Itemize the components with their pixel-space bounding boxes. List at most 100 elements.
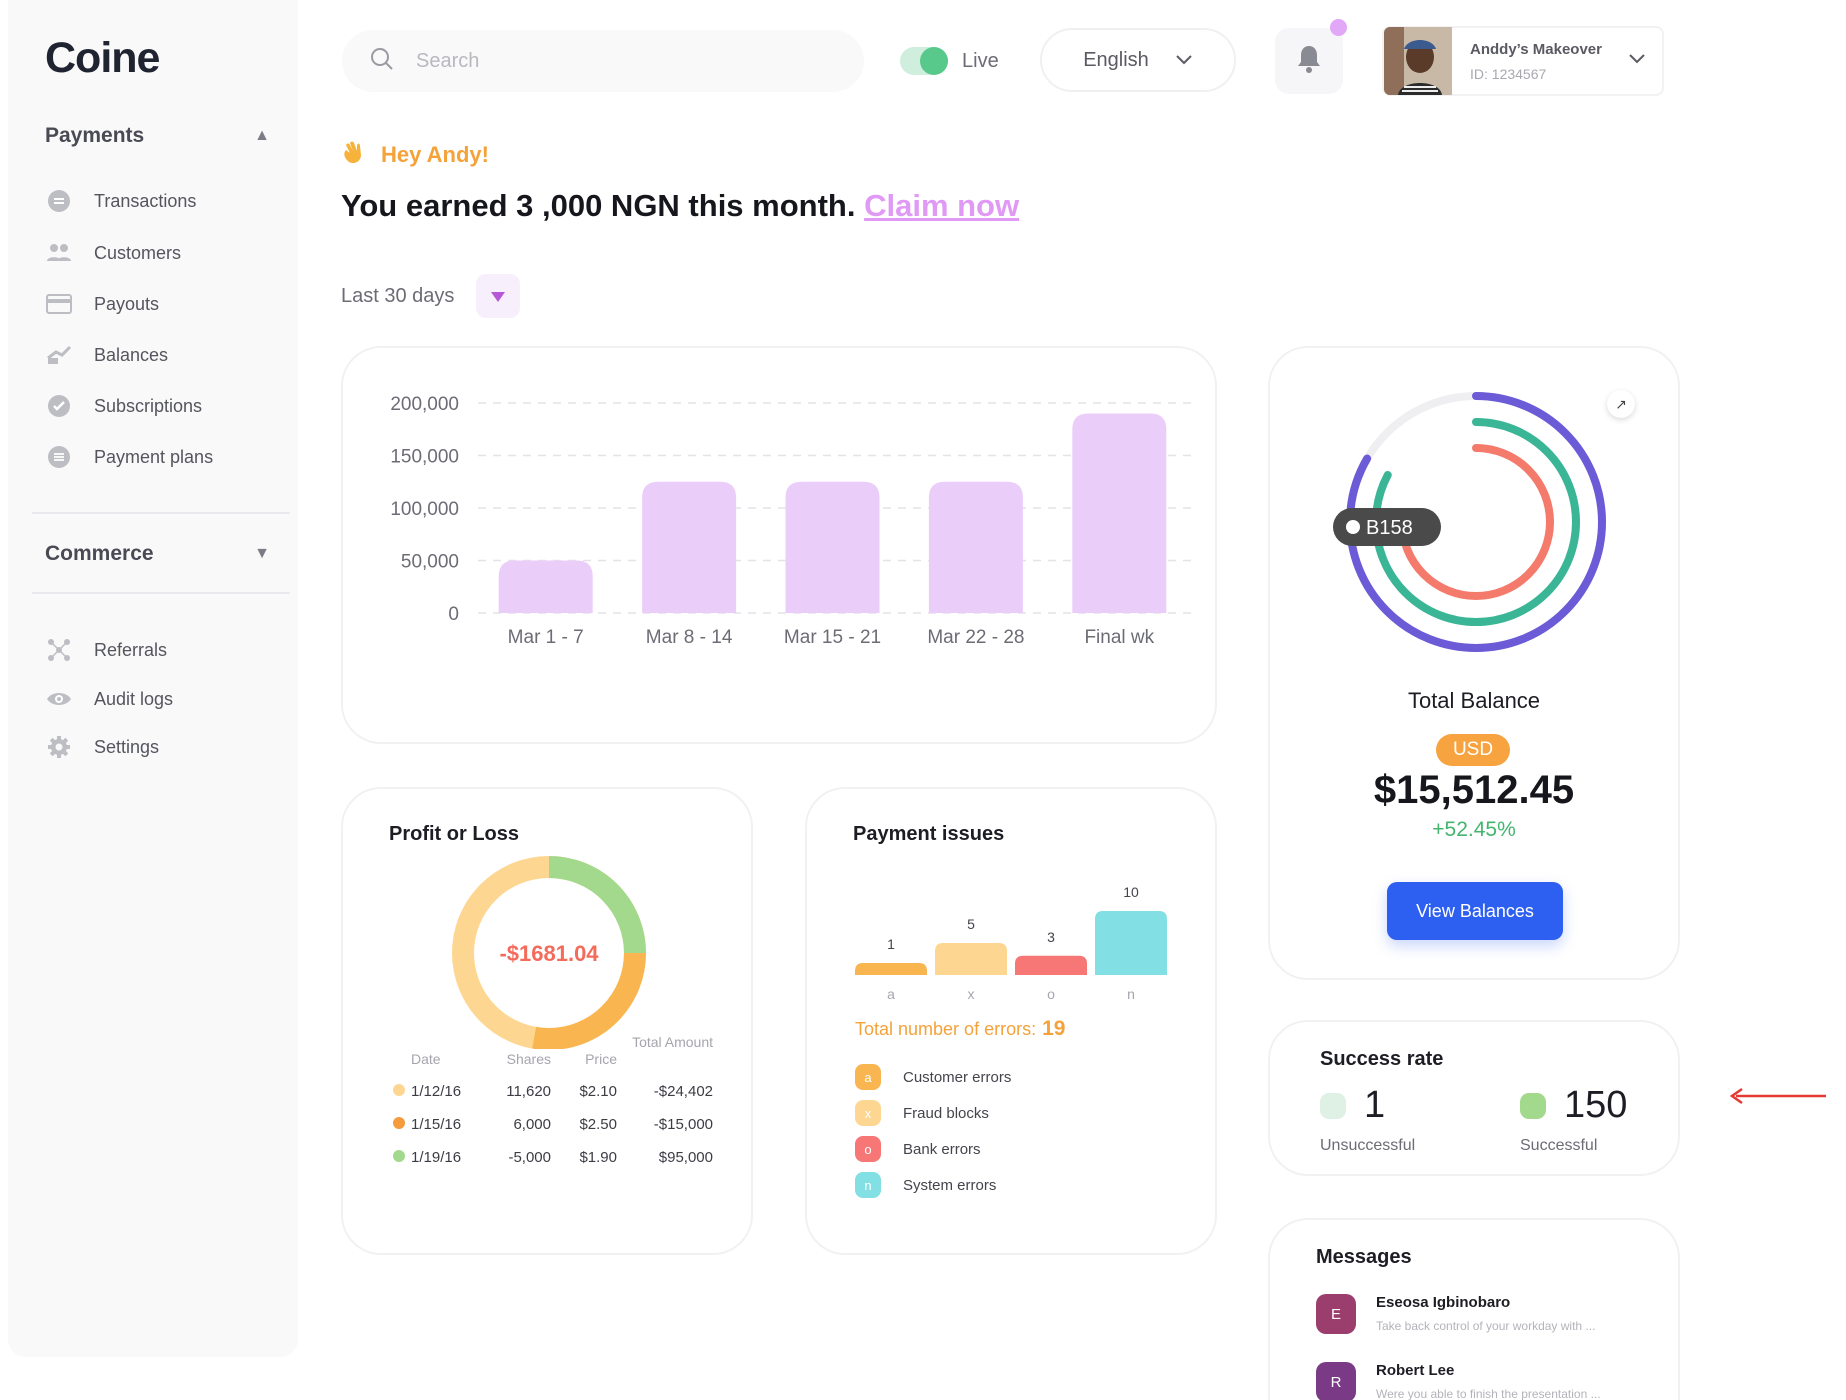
chevron-down-icon [1628, 52, 1646, 70]
profit-loss-table: Date Shares Price Total Amount 1/12/16 1… [393, 1034, 713, 1166]
sidebar-item-referrals[interactable]: Referrals [46, 637, 167, 663]
profile-name: Anddy’s Makeover [1470, 40, 1602, 58]
earnings-text: You earned 3 ,000 NGN this month. [341, 188, 856, 223]
earnings-headline: You earned 3 ,000 NGN this month. Claim … [341, 188, 1019, 224]
payment-issues-legend: a Customer errors x Fraud blocks o Bank … [855, 1064, 1012, 1209]
message-preview: Were you able to finish the presentation… [1376, 1387, 1601, 1400]
brand-logo: Coine [45, 34, 160, 82]
y-tick-label: 150,000 [390, 447, 459, 468]
payment-issues-card: Payment issues 1 a 5 x 3 o 10 n Total number of… [805, 787, 1217, 1255]
message-avatar: E [1316, 1294, 1356, 1334]
sidebar: Coine Payments ▲ Transactions Customers … [8, 0, 298, 1357]
sidebar-item-audit-logs[interactable]: Audit logs [46, 686, 173, 712]
sidebar-item-label: Payouts [94, 293, 160, 314]
cell-price: $1.90 [579, 1149, 617, 1166]
profit-loss-title: Profit or Loss [389, 823, 520, 845]
sidebar-item-payment-plans[interactable]: Payment plans [46, 444, 213, 470]
bar [935, 943, 1007, 975]
period-selector: Last 30 days [341, 274, 521, 318]
bar [1095, 911, 1167, 975]
message-item[interactable]: R Robert Lee Were you able to finish the… [1316, 1362, 1601, 1400]
live-toggle[interactable] [900, 47, 948, 75]
payments-section-header[interactable]: Payments ▲ [45, 124, 270, 148]
x-tick-label: Mar 15 - 21 [784, 627, 881, 648]
cell-date: 1/12/16 [411, 1083, 462, 1100]
sidebar-item-subscriptions[interactable]: Subscriptions [46, 393, 202, 419]
data-label: 10 [1123, 884, 1139, 900]
unsuccessful-dot [1320, 1092, 1346, 1119]
bar [1015, 955, 1087, 975]
unsuccessful-stat: 1 Unsuccessful [1320, 1084, 1415, 1155]
donut-segment-3 [452, 856, 646, 1049]
row-dot [393, 1084, 405, 1096]
profile-menu[interactable]: Anddy’s Makeover ID: 1234567 [1382, 26, 1664, 96]
payments-heading: Payments [45, 124, 145, 147]
card-icon [46, 291, 72, 317]
view-balances-button[interactable]: View Balances [1387, 882, 1563, 940]
legend-key: x [855, 1100, 881, 1126]
arrow-left-icon [1729, 1087, 1826, 1105]
cell-price: $2.10 [579, 1083, 617, 1100]
period-label: Last 30 days [341, 284, 455, 307]
notifications-button[interactable] [1275, 28, 1343, 94]
x-tick-label: Final wk [1084, 627, 1154, 648]
search-icon [370, 47, 394, 76]
x-tick-label: Mar 8 - 14 [646, 627, 733, 648]
sidebar-item-balances[interactable]: Balances [46, 342, 168, 368]
language-select[interactable]: English [1040, 28, 1236, 92]
avatar [1384, 27, 1452, 95]
table-row: 1/19/16 -5,000 $1.90 $95,000 [393, 1149, 713, 1166]
expand-arrow-icon[interactable]: ↗ [1607, 390, 1635, 418]
claim-now-link[interactable]: Claim now [864, 188, 1020, 223]
sidebar-item-label: Balances [94, 344, 169, 365]
message-item[interactable]: E Eseosa Igbinobaro Take back control of… [1316, 1294, 1595, 1334]
cell-date: 1/19/16 [411, 1149, 462, 1166]
cell-total: -$24,402 [653, 1083, 713, 1100]
cell-total: -$15,000 [653, 1116, 713, 1133]
x-tick-label: x [968, 986, 975, 1002]
sidebar-item-settings[interactable]: Settings [46, 734, 159, 760]
commerce-section-header[interactable]: Commerce ▼ [45, 542, 270, 566]
divider [32, 512, 290, 514]
commerce-heading: Commerce [45, 542, 154, 565]
currency-badge: USD [1436, 734, 1510, 766]
messages-title: Messages [1316, 1246, 1412, 1268]
total-balance-card: B158 ↗ Total Balance USD $15,512.45 +52.… [1268, 346, 1680, 980]
search-bar[interactable] [342, 30, 864, 92]
legend-key: o [855, 1136, 881, 1162]
greeting-text: Hey Andy! [381, 142, 489, 167]
period-dropdown-button[interactable] [476, 274, 521, 318]
sidebar-item-payouts[interactable]: Payouts [46, 291, 159, 317]
x-tick-label: a [887, 986, 895, 1002]
x-tick-label: Mar 22 - 28 [927, 627, 1024, 648]
data-label: 1 [887, 936, 895, 952]
x-tick-label: o [1047, 986, 1055, 1002]
table-row: 1/15/16 6,000 $2.50 -$15,000 [393, 1116, 713, 1133]
profile-id: ID: 1234567 [1470, 65, 1547, 82]
waving-hand-icon [341, 138, 369, 172]
tooltip-text: B158 [1366, 517, 1413, 539]
payment-issues-chart: 1 a 5 x 3 o 10 n [855, 884, 1167, 1002]
cell-shares: -5,000 [508, 1149, 551, 1166]
payment-issues-title: Payment issues [853, 823, 1005, 845]
donut-segment-2 [452, 856, 646, 1049]
bar [785, 481, 880, 613]
sidebar-item-transactions[interactable]: Transactions [46, 188, 196, 214]
list-icon [46, 444, 72, 470]
total-errors-value: 19 [1042, 1017, 1066, 1040]
caret-down-icon: ▼ [254, 545, 270, 562]
caret-up-icon: ▲ [254, 127, 270, 144]
search-input[interactable] [416, 49, 816, 73]
balance-change: +52.45% [1432, 818, 1516, 841]
cell-total: $95,000 [658, 1149, 713, 1166]
success-rate-title: Success rate [1320, 1048, 1444, 1070]
notification-badge [1330, 19, 1347, 36]
sidebar-item-customers[interactable]: Customers [46, 240, 181, 266]
sidebar-item-label: Customers [94, 242, 182, 263]
live-switch[interactable]: Live [900, 47, 999, 75]
legend-item: a Customer errors [855, 1064, 1012, 1090]
network-icon [46, 637, 72, 663]
earnings-bar-chart: 200,000 150,000 100,000 50,000 0 Mar 1 - 7 Mar… [390, 394, 1195, 648]
tooltip-dot [1346, 520, 1360, 534]
legend-label: Customer errors [903, 1068, 1012, 1086]
